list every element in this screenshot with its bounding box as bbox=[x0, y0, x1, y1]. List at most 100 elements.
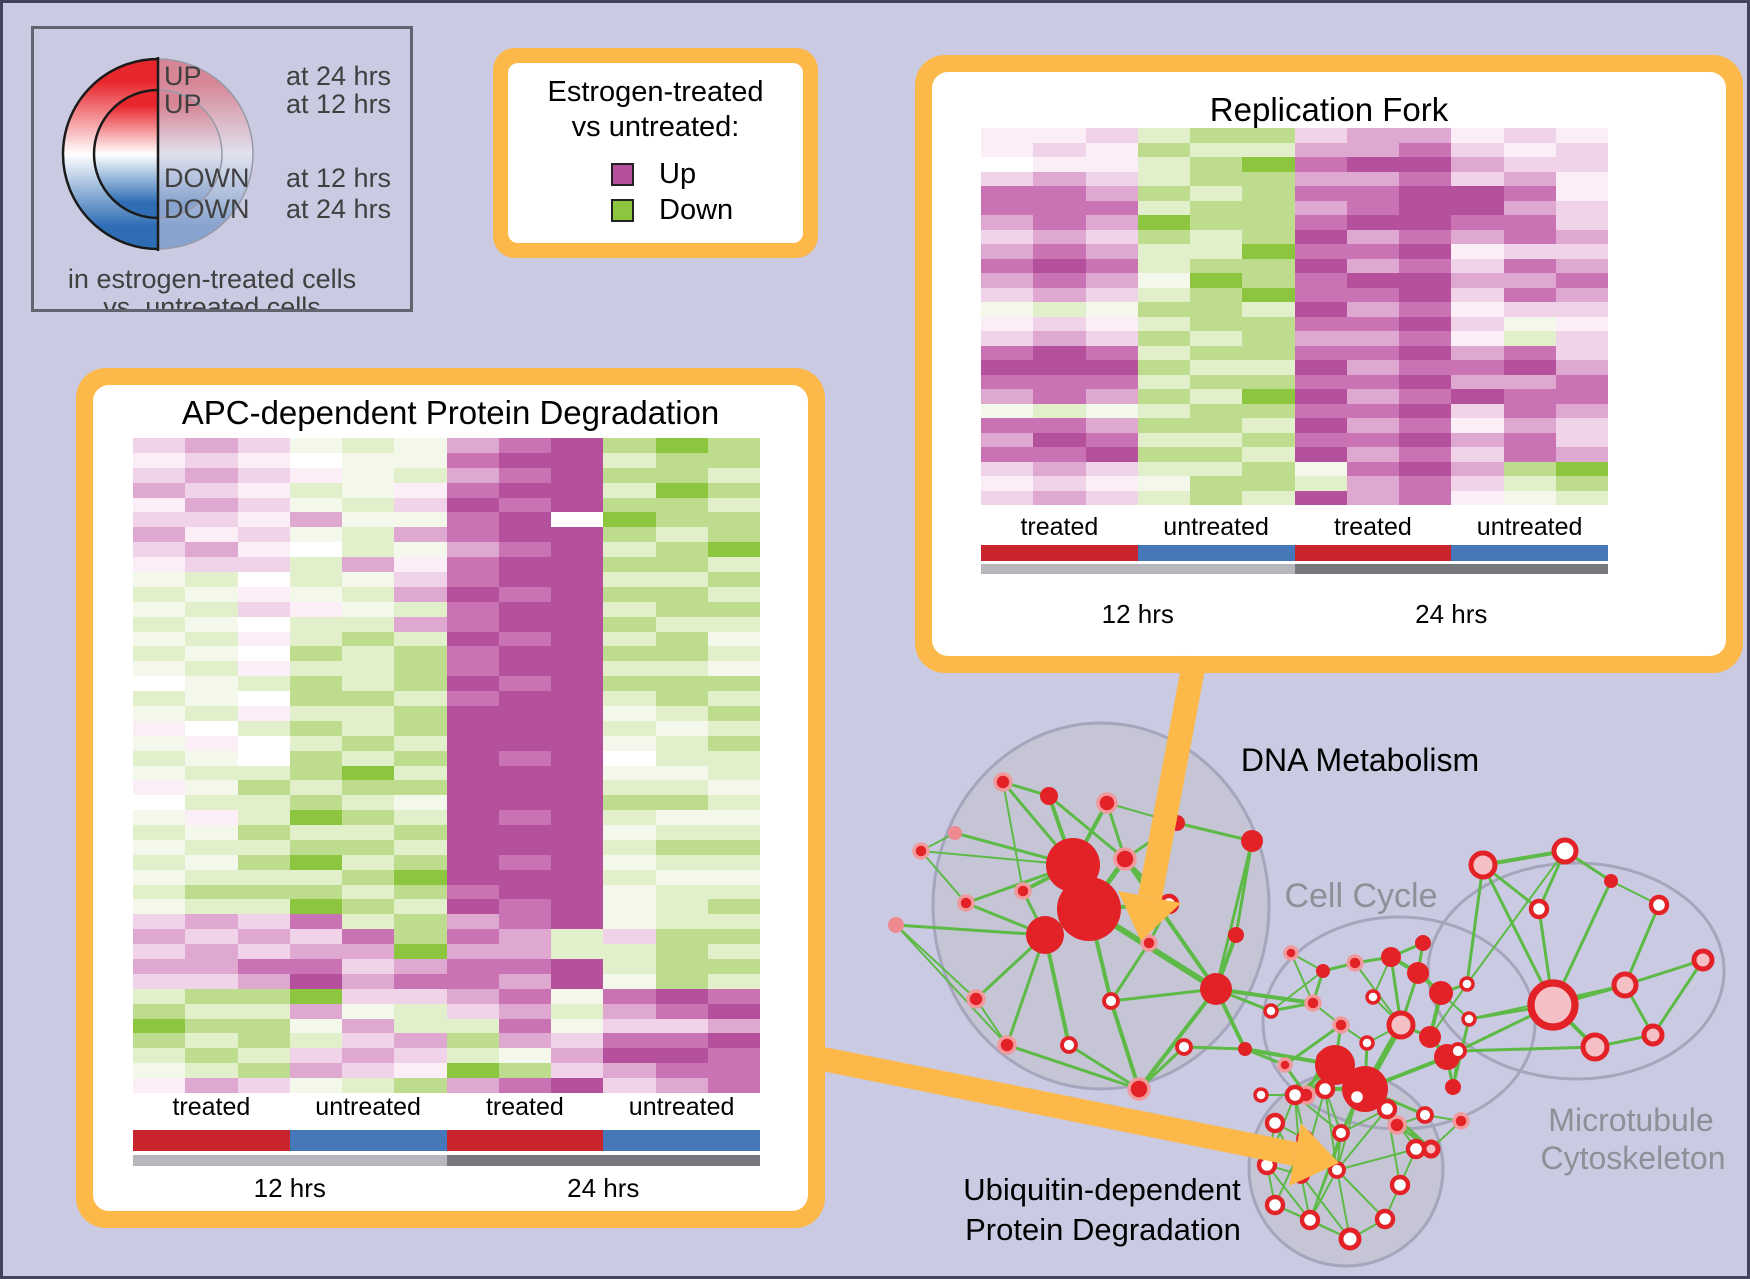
heatmap-cell bbox=[603, 497, 656, 513]
heatmap-cell bbox=[1033, 244, 1086, 259]
heatmap-cell bbox=[655, 512, 708, 528]
heatmap-cell bbox=[185, 884, 238, 900]
heatmap-cell bbox=[603, 1063, 656, 1079]
heatmap-cell bbox=[1033, 215, 1086, 230]
heatmap-cell bbox=[1555, 171, 1608, 186]
heatmap-cell bbox=[603, 720, 656, 736]
heatmap-cell bbox=[1346, 418, 1399, 433]
heatmap-cell bbox=[707, 854, 760, 870]
heatmap-cell bbox=[1190, 142, 1243, 157]
heatmap-cell bbox=[1399, 244, 1452, 259]
outer-left-arc bbox=[61, 57, 159, 251]
heatmap-cell bbox=[603, 586, 656, 602]
heatmap-cell bbox=[551, 1063, 604, 1079]
heatmap-cell bbox=[1346, 374, 1399, 389]
heatmap-cell bbox=[603, 1018, 656, 1034]
heatmap-cell bbox=[289, 988, 342, 1004]
heatmap-cell bbox=[1242, 244, 1295, 259]
heatmap-cell bbox=[655, 452, 708, 468]
heatmap-cell bbox=[551, 780, 604, 796]
heatmap-cell bbox=[394, 646, 447, 662]
condition-bar bbox=[446, 1130, 604, 1151]
heatmap-cell bbox=[1451, 389, 1504, 404]
network-edge bbox=[1068, 1043, 1140, 1091]
heatmap-cell bbox=[446, 944, 499, 960]
heatmap-cell bbox=[1346, 215, 1399, 230]
heatmap-cell bbox=[133, 467, 186, 483]
heatmap-cell bbox=[1190, 476, 1243, 491]
heatmap-cell bbox=[1346, 244, 1399, 259]
heatmap-cell bbox=[1294, 273, 1347, 288]
heatmap-cell bbox=[981, 229, 1034, 244]
heatmap-cell bbox=[185, 839, 238, 855]
heatmap-cell bbox=[1242, 302, 1295, 317]
heatmap-cell bbox=[1137, 331, 1190, 346]
gene-node bbox=[1283, 945, 1299, 961]
heatmap-cell bbox=[1190, 432, 1243, 447]
heatmap-cell bbox=[237, 884, 290, 900]
heatmap-cell bbox=[446, 959, 499, 974]
heatmap-cell bbox=[707, 810, 760, 826]
heatmap-cell bbox=[1242, 229, 1295, 244]
gene-node bbox=[1284, 1084, 1306, 1106]
heatmap-cell bbox=[1451, 316, 1504, 331]
heatmap-cell bbox=[655, 676, 708, 692]
heatmap-cell bbox=[1190, 490, 1243, 505]
heatmap-cell bbox=[1555, 302, 1608, 317]
heatmap-cell bbox=[185, 825, 238, 840]
heatmap-cell bbox=[1451, 403, 1504, 418]
heatmap-cell bbox=[185, 527, 238, 543]
gene-node bbox=[1648, 894, 1670, 916]
heatmap-cell bbox=[707, 973, 760, 989]
gene-node bbox=[1175, 1038, 1193, 1056]
heatmap-cell bbox=[342, 661, 395, 677]
heatmap-cell bbox=[551, 512, 604, 528]
heatmap-cell bbox=[185, 631, 238, 647]
heatmap-cell bbox=[603, 571, 656, 587]
heatmap-cell bbox=[342, 1078, 395, 1093]
heatmap-cell bbox=[655, 586, 708, 602]
heatmap-cell bbox=[551, 631, 604, 647]
heatmap-cell bbox=[603, 825, 656, 840]
heatmap-cell bbox=[1137, 215, 1190, 230]
heatmap-cell bbox=[237, 869, 290, 885]
heatmap-cell bbox=[394, 914, 447, 930]
heatmap-cell bbox=[498, 691, 551, 706]
heatmap-cell bbox=[289, 691, 342, 706]
network-edge bbox=[1336, 1108, 1388, 1171]
heatmap-cell bbox=[981, 142, 1034, 157]
heatmap-cell bbox=[1294, 171, 1347, 186]
heatmap-cell bbox=[655, 1048, 708, 1064]
heatmap-cell bbox=[981, 389, 1034, 404]
heatmap-cell bbox=[1399, 302, 1452, 317]
heatmap-cell bbox=[498, 1078, 551, 1093]
heatmap-cell bbox=[1190, 302, 1243, 317]
heatmap-cell bbox=[446, 676, 499, 692]
heatmap-cell bbox=[603, 750, 656, 766]
heatmap-cell bbox=[603, 482, 656, 498]
heatmap-cell bbox=[707, 676, 760, 692]
heatmap-cell bbox=[707, 616, 760, 632]
heatmap-cell bbox=[655, 929, 708, 945]
heatmap-cell bbox=[1242, 447, 1295, 462]
legend-time-3: at 12 hrs bbox=[286, 163, 391, 193]
heatmap-cell bbox=[1346, 258, 1399, 273]
heatmap-cell bbox=[237, 839, 290, 855]
heatmap-cell bbox=[1555, 418, 1608, 433]
heatmap-cell bbox=[1137, 345, 1190, 360]
heatmap-cell bbox=[1085, 432, 1138, 447]
heatmap-cell bbox=[289, 1048, 342, 1064]
gene-node bbox=[1014, 882, 1032, 900]
heatmap-cell bbox=[655, 1033, 708, 1049]
callout-arrow-shaft bbox=[1138, 655, 1207, 900]
network-edge bbox=[1109, 1000, 1141, 1090]
heatmap-cell bbox=[289, 616, 342, 632]
heatmap-cell bbox=[655, 1018, 708, 1034]
heatmap-cell bbox=[394, 988, 447, 1004]
heatmap-cell bbox=[1346, 316, 1399, 331]
heatmap-cell bbox=[981, 461, 1034, 476]
heatmap-cell bbox=[237, 1063, 290, 1079]
heatmap-cell bbox=[133, 482, 186, 498]
heatmap-cell bbox=[498, 616, 551, 632]
heatmap-cell bbox=[551, 914, 604, 930]
